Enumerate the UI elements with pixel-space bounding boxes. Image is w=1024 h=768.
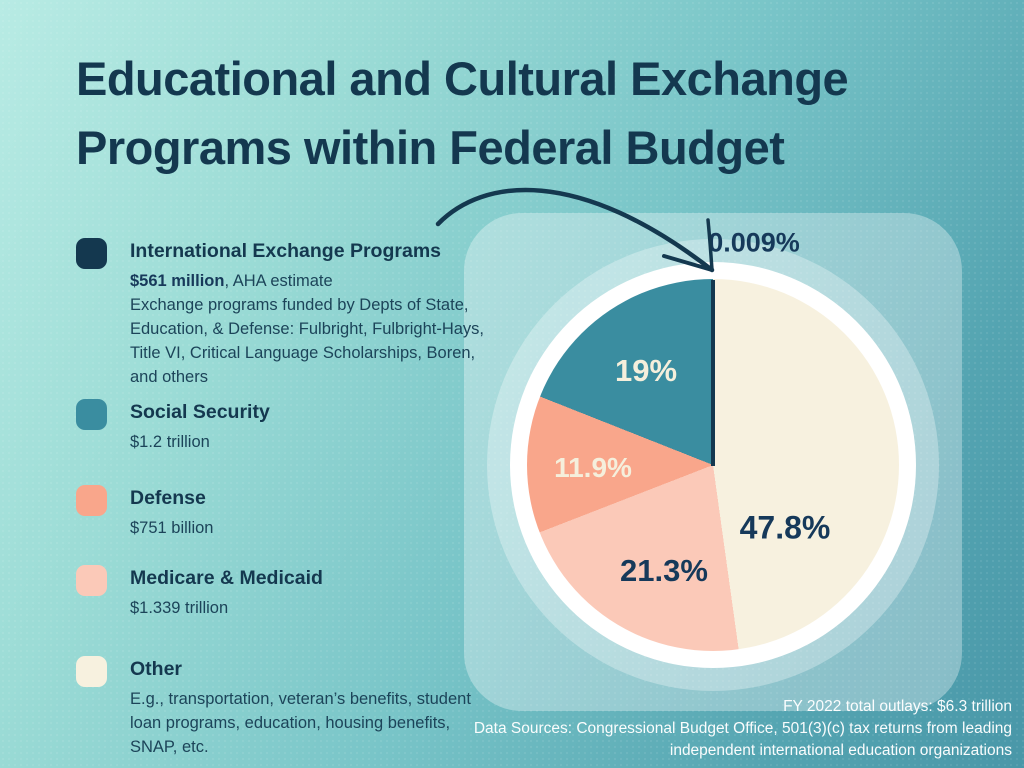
legend-swatch-international-exchange <box>76 238 107 269</box>
page-title-line-2: Programs within Federal Budget <box>76 121 785 174</box>
legend-description: Exchange programs funded by Depts of Sta… <box>130 296 485 386</box>
legend-label: Medicare & Medicaid <box>130 567 323 589</box>
pie-slice-international-exchange-sliver <box>711 280 715 466</box>
legend-item-international-exchange: International Exchange Programs $561 mil… <box>76 238 484 389</box>
legend-swatch-other <box>76 656 107 687</box>
annotation-arrow-icon <box>435 187 715 273</box>
legend-value: $1.2 trillion <box>130 433 210 451</box>
legend-text-international-exchange: International Exchange Programs $561 mil… <box>130 238 484 389</box>
legend-label: International Exchange Programs <box>130 240 442 262</box>
pie-label-other: 47.8% <box>739 509 831 546</box>
legend-value-amount: $561 million <box>130 272 225 290</box>
legend-value-note: , AHA estimate <box>224 272 333 290</box>
page-title: Educational and Cultural Exchange Program… <box>76 44 996 182</box>
legend-swatch-medicare-medicaid <box>76 565 107 596</box>
pie-label-defense: 11.9% <box>554 452 632 483</box>
legend-item-medicare-medicaid: Medicare & Medicaid $1.339 trillion <box>76 565 484 620</box>
legend-item-social-security: Social Security $1.2 trillion <box>76 399 484 454</box>
footer-line-outlays: FY 2022 total outlays: $6.3 trillion <box>783 698 1012 715</box>
footer-line-sources-1: Data Sources: Congressional Budget Offic… <box>473 720 1012 737</box>
legend-text-defense: Defense $751 billion <box>130 485 484 540</box>
legend-value: $751 billion <box>130 519 214 537</box>
footer-line-sources-2: independent international education orga… <box>669 742 1012 759</box>
legend-value: $1.339 trillion <box>130 599 229 617</box>
legend-item-other: Other E.g., transportation, veteran’s be… <box>76 656 484 759</box>
legend-description: E.g., transportation, veteran’s benefits… <box>130 690 471 756</box>
pie-label-medicare-medicaid: 21.3% <box>620 553 708 588</box>
footer-note: FY 2022 total outlays: $6.3 trillion Dat… <box>474 696 1012 762</box>
pie-label-international-exchange: 0.009% <box>708 227 800 258</box>
legend-item-defense: Defense $751 billion <box>76 485 484 540</box>
legend-text-medicare-medicaid: Medicare & Medicaid $1.339 trillion <box>130 565 484 620</box>
legend-label: Defense <box>130 487 206 509</box>
page-title-line-1: Educational and Cultural Exchange <box>76 52 849 105</box>
legend-swatch-defense <box>76 485 107 516</box>
legend-label: Other <box>130 658 183 680</box>
legend-text-other: Other E.g., transportation, veteran’s be… <box>130 656 484 759</box>
legend-swatch-social-security <box>76 399 107 430</box>
legend-label: Social Security <box>130 401 270 423</box>
pie-label-social-security: 19% <box>614 353 678 388</box>
legend-value: $561 million, AHA estimate <box>130 269 484 293</box>
legend-text-social-security: Social Security $1.2 trillion <box>130 399 484 454</box>
